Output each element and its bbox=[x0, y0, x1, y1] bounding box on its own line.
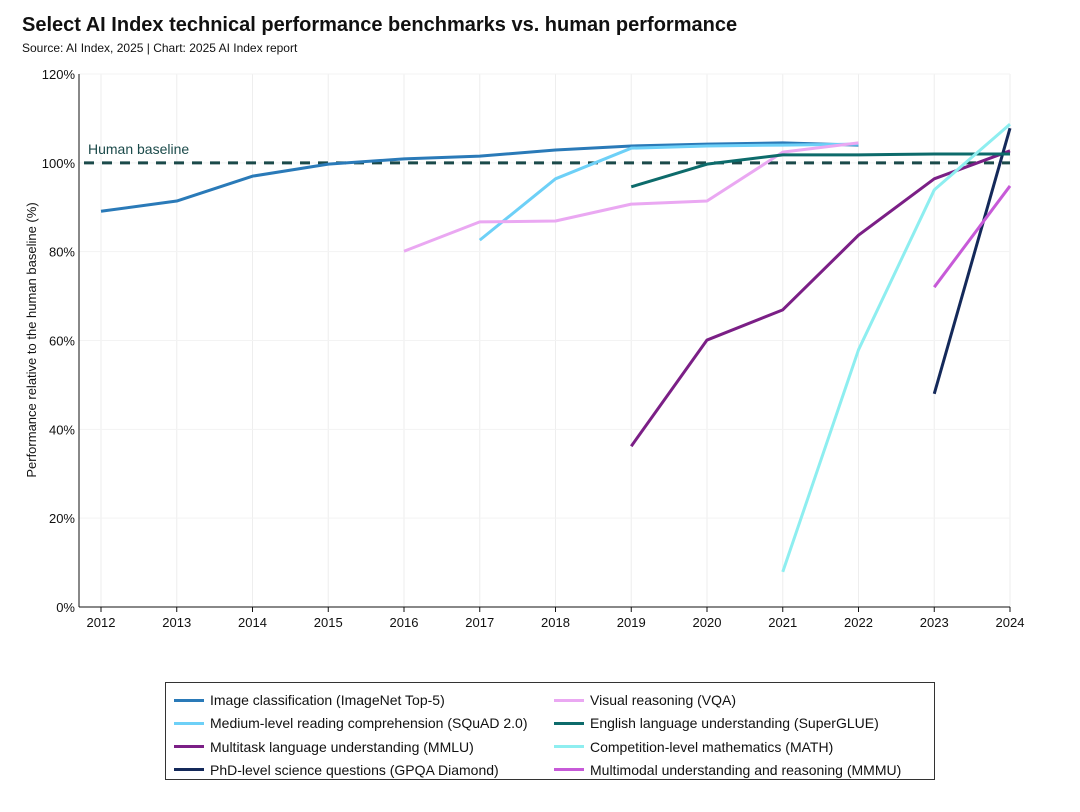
legend-label: Competition-level mathematics (MATH) bbox=[590, 738, 834, 755]
x-tick-label: 2021 bbox=[768, 615, 797, 630]
legend-item: Medium-level reading comprehension (SQuA… bbox=[174, 714, 554, 732]
y-tick-label: 40% bbox=[49, 422, 75, 437]
y-tick-label: 120% bbox=[42, 67, 76, 82]
legend-label: Medium-level reading comprehension (SQuA… bbox=[210, 715, 528, 732]
y-tick-label: 80% bbox=[49, 245, 75, 260]
legend-swatch bbox=[174, 768, 204, 772]
x-tick-label: 2016 bbox=[390, 615, 419, 630]
x-tick-label: 2023 bbox=[920, 615, 949, 630]
x-tick-label: 2013 bbox=[162, 615, 191, 630]
legend-item: English language understanding (SuperGLU… bbox=[554, 714, 934, 732]
legend-item: Visual reasoning (VQA) bbox=[554, 691, 934, 709]
series-line-7 bbox=[933, 185, 1012, 289]
series-line-6 bbox=[781, 123, 1011, 573]
x-tick-label: 2012 bbox=[87, 615, 116, 630]
chart-subtitle: Source: AI Index, 2025 | Chart: 2025 AI … bbox=[22, 41, 298, 55]
y-axis-label: Performance relative to the human baseli… bbox=[24, 202, 39, 477]
legend-label: Visual reasoning (VQA) bbox=[590, 692, 737, 708]
legend: Image classification (ImageNet Top-5) Vis… bbox=[165, 682, 935, 780]
legend-swatch bbox=[554, 745, 584, 748]
legend-label: Image classification (ImageNet Top-5) bbox=[210, 692, 445, 708]
series-line-0 bbox=[100, 141, 859, 213]
x-tick-label: 2018 bbox=[541, 615, 570, 630]
chart-title: Select AI Index technical performance be… bbox=[22, 14, 738, 36]
legend-item: Competition-level mathematics (MATH) bbox=[554, 738, 934, 756]
legend-item: PhD-level science questions (GPQA Diamon… bbox=[174, 761, 554, 779]
legend-label: PhD-level science questions (GPQA Diamon… bbox=[210, 761, 499, 778]
legend-item: Image classification (ImageNet Top-5) bbox=[174, 691, 554, 709]
x-tick-label: 2015 bbox=[314, 615, 343, 630]
series-line-3 bbox=[932, 127, 1012, 395]
series-line-5 bbox=[630, 152, 1010, 189]
legend-swatch bbox=[554, 721, 584, 725]
legend-swatch bbox=[174, 698, 204, 702]
legend-swatch bbox=[554, 698, 584, 702]
legend-item: Multimodal understanding and reasoning (… bbox=[554, 761, 934, 779]
y-tick-label: 20% bbox=[49, 511, 75, 526]
series-line-2 bbox=[630, 149, 1011, 448]
legend-swatch bbox=[174, 721, 204, 725]
legend-label: Multimodal understanding and reasoning (… bbox=[590, 761, 902, 778]
x-tick-label: 2020 bbox=[693, 615, 722, 630]
series-line-4 bbox=[403, 141, 859, 253]
x-tick-label: 2014 bbox=[238, 615, 267, 630]
human-baseline-label: Human baseline bbox=[88, 141, 189, 157]
legend-item: Multitask language understanding (MMLU) bbox=[174, 738, 554, 756]
y-tick-label: 0% bbox=[56, 600, 75, 615]
x-tick-label: 2017 bbox=[465, 615, 494, 630]
series-line-1 bbox=[478, 142, 859, 242]
x-tick-label: 2022 bbox=[844, 615, 873, 630]
y-tick-label: 60% bbox=[49, 334, 75, 349]
legend-label: English language understanding (SuperGLU… bbox=[590, 715, 879, 732]
x-tick-label: 2024 bbox=[996, 615, 1025, 630]
legend-swatch bbox=[554, 768, 584, 772]
legend-label: Multitask language understanding (MMLU) bbox=[210, 738, 474, 755]
y-tick-label: 100% bbox=[42, 156, 76, 171]
x-tick-label: 2019 bbox=[617, 615, 646, 630]
legend-swatch bbox=[174, 745, 204, 748]
